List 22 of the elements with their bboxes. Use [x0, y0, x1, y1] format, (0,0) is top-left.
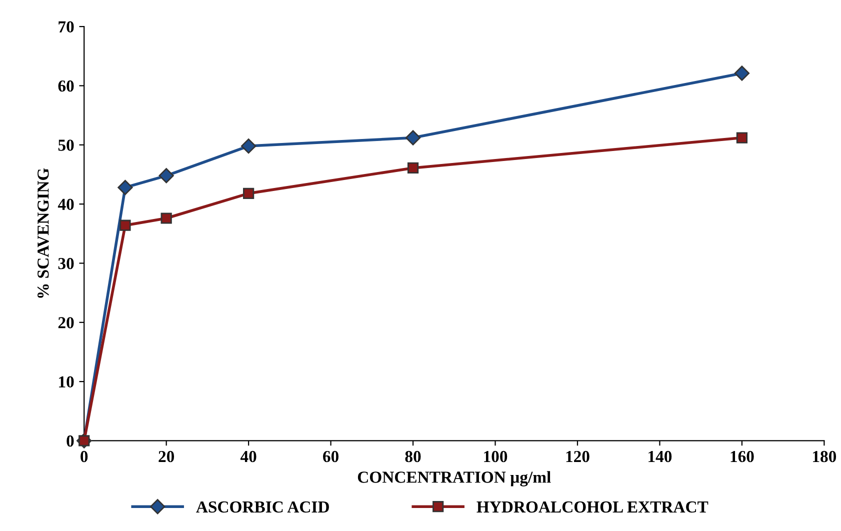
y-tick-label: 20: [58, 317, 74, 328]
x-axis-title: CONCENTRATION µg/ml: [358, 471, 551, 486]
x-tick-label: 120: [566, 450, 590, 462]
x-tick-label: 60: [323, 450, 338, 462]
x-tick-label: 180: [813, 450, 836, 462]
y-tick-label: 60: [58, 80, 74, 92]
y-tick-label: 10: [59, 376, 74, 388]
x-tick-label: 20: [158, 450, 174, 462]
y-tick-label: 40: [58, 198, 74, 210]
x-tick-label: 40: [240, 450, 256, 462]
x-tick-label: 100: [484, 450, 508, 462]
x-tick-label: 0: [80, 450, 88, 462]
legend-label: ASCORBIC ACID: [196, 501, 329, 513]
x-tick-label: 80: [405, 450, 421, 462]
y-tick-label: 30: [58, 258, 74, 270]
x-tick-label: 140: [648, 450, 672, 462]
y-tick-label: 50: [58, 140, 74, 151]
y-tick-label: 70: [58, 21, 74, 32]
legend-label: HYDROALCOHOL EXTRACT: [476, 501, 708, 513]
y-tick-label: 0: [66, 435, 74, 447]
x-tick-label: 160: [730, 450, 754, 462]
y-axis-title: % SCAVENGING: [38, 168, 49, 298]
